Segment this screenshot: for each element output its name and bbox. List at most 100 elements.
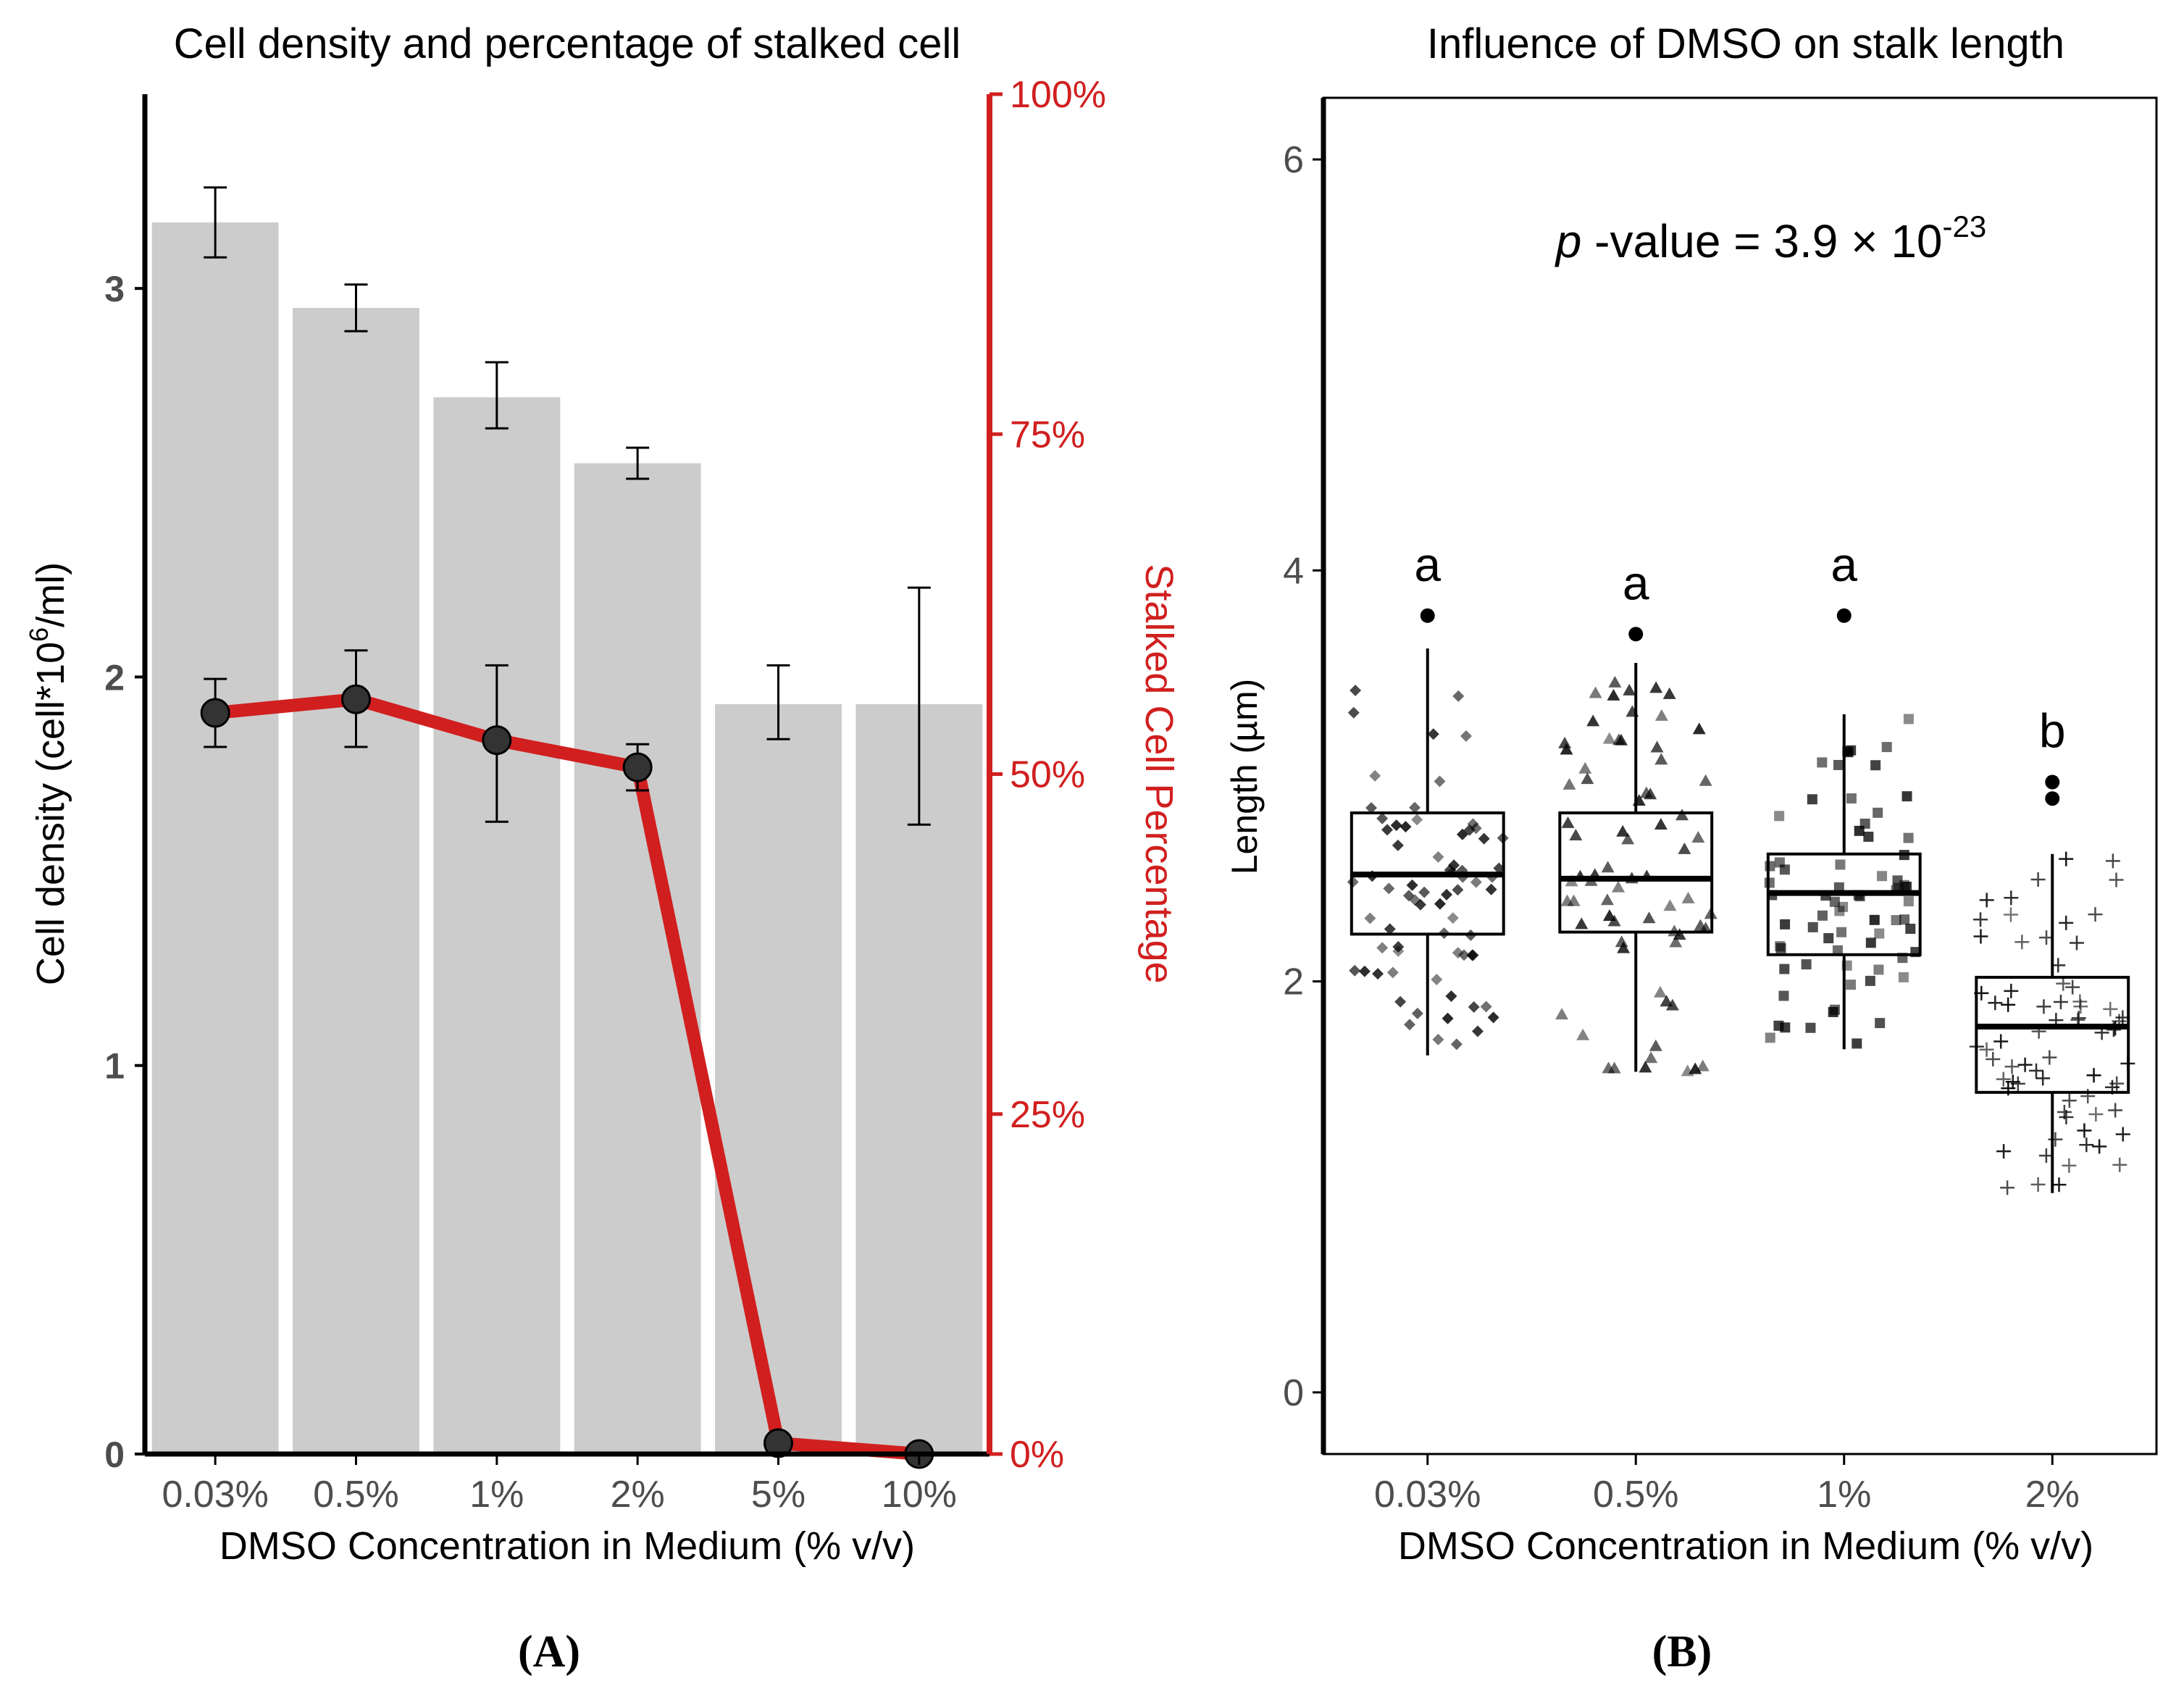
jitter-point bbox=[1899, 914, 1910, 925]
jitter-point bbox=[1411, 814, 1423, 826]
stalked-percentage-line bbox=[214, 693, 920, 1461]
x-tick-label: 0.03% bbox=[162, 1474, 268, 1516]
jitter-point bbox=[1555, 1008, 1569, 1020]
jitter-point bbox=[2059, 1110, 2074, 1125]
jitter-point bbox=[1392, 940, 1405, 953]
y2-tick-label: 25% bbox=[1010, 1094, 1085, 1136]
panel-a-label: (A) bbox=[518, 1627, 580, 1676]
jitter-point bbox=[1414, 898, 1426, 911]
jitter-point bbox=[1654, 818, 1668, 830]
jitter-point bbox=[1601, 861, 1615, 873]
jitter-point bbox=[1561, 816, 1575, 828]
x-tick-label: 0.5% bbox=[313, 1474, 399, 1516]
panel-a-y-label-prefix: Cell density (cell*10 bbox=[29, 642, 72, 985]
jitter-point bbox=[1903, 896, 1914, 907]
jitter-point bbox=[2077, 1123, 2092, 1138]
x-tick-label: 0.03% bbox=[1374, 1474, 1481, 1516]
jitter-point bbox=[1807, 794, 1817, 805]
jitter-point bbox=[1386, 966, 1399, 979]
panel-b-p-exponent: -23 bbox=[1943, 209, 1987, 243]
jitter-point bbox=[1569, 829, 1583, 841]
jitter-point bbox=[2109, 872, 2124, 887]
jitter-point bbox=[1384, 923, 1396, 935]
significance-letter: a bbox=[1623, 556, 1649, 609]
jitter-point bbox=[1442, 1012, 1454, 1024]
y-tick-label: 0 bbox=[1283, 1372, 1304, 1414]
panel-b-label: (B) bbox=[1652, 1627, 1712, 1676]
jitter-point bbox=[1349, 964, 1361, 977]
jitter-point bbox=[1854, 825, 1865, 836]
jitter-point bbox=[1877, 871, 1888, 882]
jitter-point bbox=[1823, 933, 1834, 944]
stalked-point-2% bbox=[622, 752, 653, 782]
panel-a-y-ticks: 0 1 2 3 bbox=[104, 269, 145, 1475]
jitter-point bbox=[2092, 1139, 2107, 1154]
jitter-point bbox=[1358, 965, 1371, 977]
stalked-point-1% bbox=[482, 725, 512, 756]
jitter-point bbox=[1478, 832, 1490, 845]
jitter-point bbox=[1372, 968, 1384, 980]
bar-5% bbox=[715, 703, 842, 1455]
jitter-point bbox=[1649, 681, 1663, 693]
jitter-point bbox=[2103, 1001, 2118, 1016]
jitter-point bbox=[1905, 924, 1916, 935]
jitter-point bbox=[1817, 757, 1828, 768]
jitter-point bbox=[2088, 1107, 2104, 1122]
outlier-point bbox=[2045, 791, 2060, 806]
jitter-point bbox=[1445, 990, 1457, 1003]
jitter-point bbox=[1775, 943, 1786, 953]
jitter-point bbox=[1681, 891, 1695, 903]
jitter-point bbox=[1452, 947, 1464, 959]
jitter-point bbox=[1773, 1020, 1784, 1031]
jitter-point bbox=[1470, 876, 1482, 888]
jitter-point bbox=[1669, 935, 1683, 948]
jitter-point bbox=[1869, 914, 1880, 925]
bar-10% bbox=[855, 703, 983, 1455]
jitter-point bbox=[1774, 811, 1785, 822]
jitter-point bbox=[2036, 1071, 2051, 1086]
jitter-point bbox=[2029, 1063, 2043, 1078]
jitter-point bbox=[1660, 995, 1673, 1007]
jitter-point bbox=[2062, 1093, 2077, 1108]
panel-b-x-ticks: 0.03% 0.5% 1% 2% bbox=[1374, 1454, 2080, 1516]
jitter-point bbox=[1602, 732, 1616, 744]
jitter-point bbox=[1432, 851, 1444, 863]
y-tick-label: 3 bbox=[104, 269, 125, 309]
panel-a-x-axis-label: DMSO Concentration in Medium (% v/v) bbox=[219, 1524, 915, 1568]
jitter-point bbox=[1399, 821, 1412, 833]
significance-letter: b bbox=[2039, 704, 2066, 758]
y2-tick-label: 50% bbox=[1010, 754, 1085, 796]
jitter-point bbox=[1589, 686, 1602, 698]
box-2% bbox=[1975, 975, 2130, 1094]
jitter-point bbox=[1406, 879, 1418, 891]
jitter-point bbox=[1612, 733, 1626, 745]
jitter-point bbox=[1607, 688, 1620, 701]
jitter-point bbox=[1996, 1144, 2012, 1159]
jitter-point bbox=[1350, 684, 1362, 696]
jitter-point bbox=[1805, 1022, 1816, 1033]
jitter-point bbox=[1852, 1038, 1862, 1049]
jitter-point bbox=[2105, 853, 2120, 869]
jitter-point bbox=[2000, 1180, 2015, 1195]
jitter-point bbox=[2112, 1157, 2127, 1172]
jitter-point bbox=[1463, 824, 1476, 836]
jitter-point bbox=[2042, 1050, 2057, 1065]
y-tick-label: 1 bbox=[104, 1046, 125, 1087]
jitter-point bbox=[1665, 998, 1679, 1011]
jitter-point bbox=[2086, 1068, 2101, 1083]
jitter-point bbox=[1381, 824, 1394, 836]
jitter-point bbox=[1903, 832, 1914, 843]
jitter-point bbox=[1560, 743, 1573, 755]
jitter-point bbox=[1452, 690, 1465, 702]
jitter-point bbox=[2004, 890, 2019, 906]
jitter-point bbox=[2069, 935, 2084, 951]
jitter-point bbox=[1434, 898, 1446, 910]
jitter-point bbox=[1663, 899, 1677, 911]
panel-b-significance-letters: a a a b bbox=[1414, 538, 2065, 758]
jitter-point bbox=[2071, 1011, 2086, 1026]
panel-a-chart: Cell density and percentage of stalked c… bbox=[24, 20, 1181, 1676]
jitter-point bbox=[1865, 937, 1876, 948]
jitter-point bbox=[1418, 886, 1431, 898]
jitter-point bbox=[1653, 985, 1667, 998]
bar-0.03% bbox=[151, 222, 279, 1455]
